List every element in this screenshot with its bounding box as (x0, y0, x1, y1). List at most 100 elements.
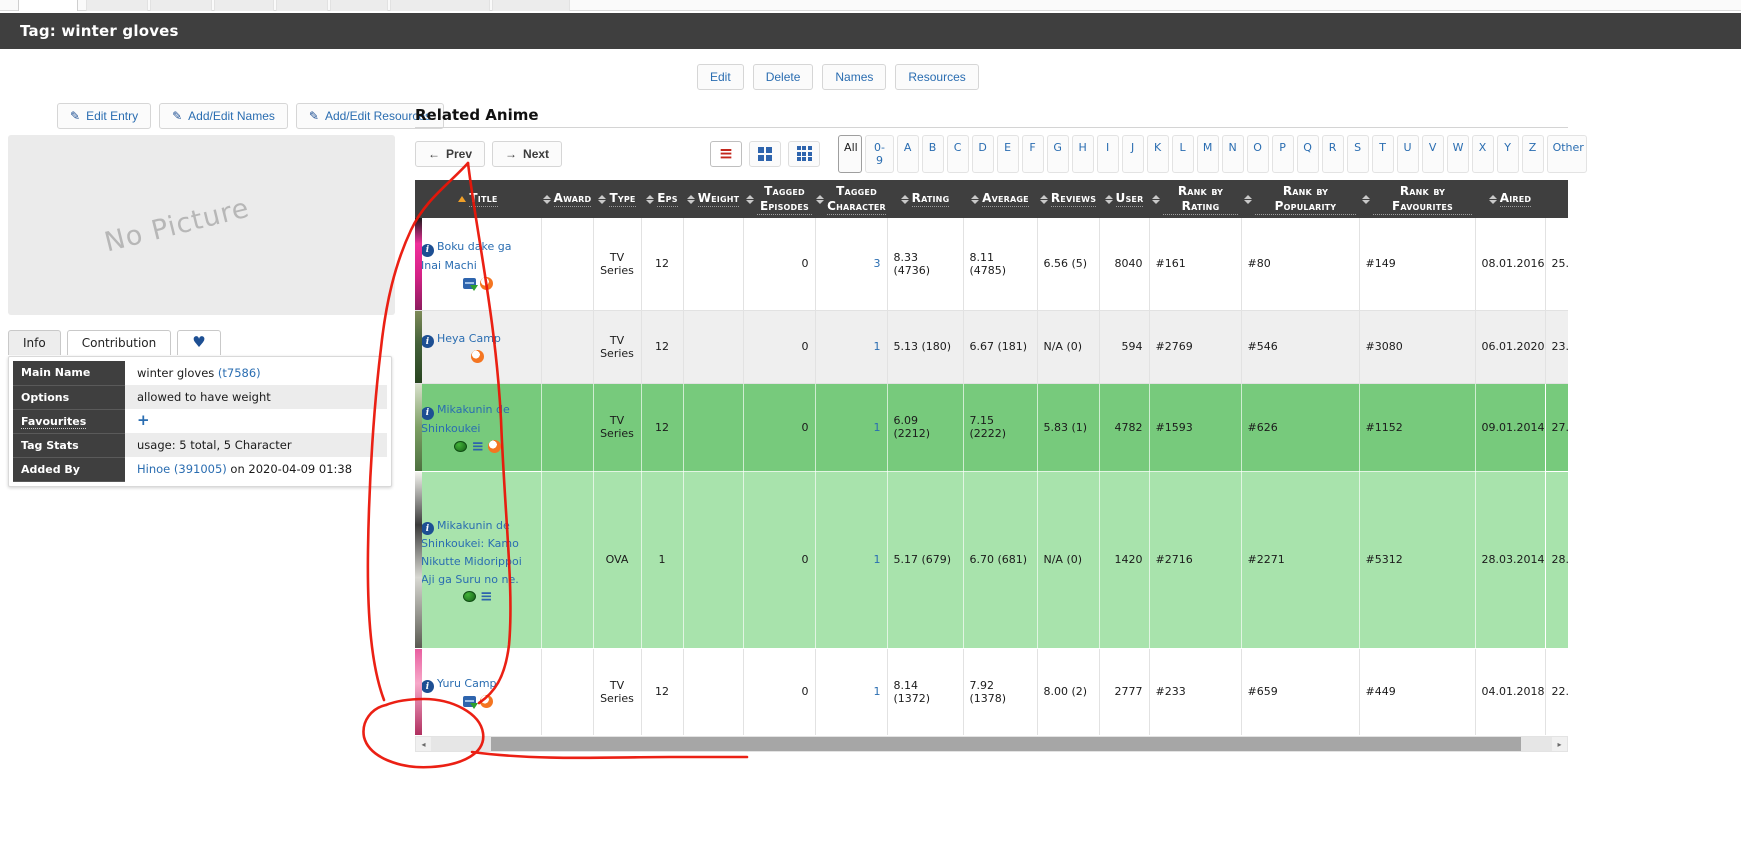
crunchyroll-icon[interactable] (479, 695, 493, 709)
filter-v[interactable]: V (1421, 134, 1444, 173)
filter-s[interactable]: S (1346, 134, 1369, 173)
col-type[interactable]: Type (593, 180, 641, 218)
tagged-character-link[interactable]: 1 (873, 340, 881, 353)
crunchyroll-icon[interactable] (471, 350, 485, 364)
tab-contribution[interactable]: Contribution (66, 330, 172, 355)
col-tagged-character[interactable]: Tagged Character (815, 180, 887, 218)
scrollbar-thumb[interactable] (491, 737, 1521, 751)
col-award[interactable]: Award (541, 180, 593, 218)
grid-view-button[interactable] (749, 140, 782, 167)
scroll-left-button[interactable]: ◂ (416, 737, 431, 751)
info-icon[interactable]: i (421, 522, 434, 536)
tagged-character-link[interactable]: 1 (873, 553, 881, 566)
edit-button[interactable]: Edit (697, 64, 744, 90)
status-ball-icon[interactable] (454, 440, 468, 452)
list-view-button[interactable]: ≡ (710, 140, 743, 167)
filter-0-9[interactable]: 0-9 (865, 134, 894, 173)
episode-list-icon[interactable]: ≡ (471, 436, 485, 455)
top-tab[interactable] (390, 0, 490, 11)
filter-k[interactable]: K (1146, 134, 1169, 173)
top-tab[interactable] (214, 0, 274, 11)
col-title[interactable]: Title (415, 180, 541, 218)
filter-f[interactable]: F (1021, 134, 1044, 173)
tab-info[interactable]: Info (8, 330, 61, 355)
info-icon[interactable]: i (421, 406, 434, 420)
mylist-icon[interactable] (462, 277, 478, 291)
filter-r[interactable]: R (1321, 134, 1344, 173)
info-icon[interactable]: i (421, 243, 434, 257)
info-icon[interactable]: i (421, 335, 434, 349)
tagged-character-link[interactable]: 1 (873, 685, 881, 698)
col-clipped[interactable] (1545, 180, 1568, 218)
col-weight[interactable]: Weight (683, 180, 743, 218)
filter-a[interactable]: A (896, 134, 919, 173)
col-aired[interactable]: Aired (1475, 180, 1545, 218)
filter-o[interactable]: O (1246, 134, 1269, 173)
add-edit-names-button[interactable]: ✎ Add/Edit Names (159, 103, 288, 129)
tab-favourites[interactable]: ♥ (177, 330, 221, 355)
filter-z[interactable]: Z (1521, 134, 1544, 173)
filter-l[interactable]: L (1171, 134, 1194, 173)
col-average[interactable]: Average (963, 180, 1037, 218)
top-tab[interactable] (150, 0, 212, 11)
user-link[interactable]: Hinoe (391005) (137, 462, 227, 476)
scroll-right-button[interactable]: ▸ (1552, 737, 1567, 751)
filter-all[interactable]: All (838, 134, 863, 173)
col-user[interactable]: User (1099, 180, 1149, 218)
tag-id-link[interactable]: (t7586) (217, 366, 261, 380)
col-rank-by-popularity[interactable]: Rank by Popularity (1241, 180, 1359, 218)
filter-j[interactable]: J (1121, 134, 1144, 173)
col-eps[interactable]: Eps (641, 180, 683, 218)
scrollbar-track[interactable] (431, 737, 1552, 751)
next-button[interactable]: → Next (492, 140, 563, 167)
filter-i[interactable]: I (1096, 134, 1119, 173)
top-tab[interactable] (276, 0, 328, 11)
top-tab[interactable] (86, 0, 148, 11)
anime-title-link[interactable]: Heya Camp (437, 331, 501, 345)
small-grid-view-button[interactable] (788, 140, 821, 167)
top-tab[interactable] (18, 0, 78, 11)
filter-q[interactable]: Q (1296, 134, 1319, 173)
horizontal-scrollbar[interactable]: ◂ ▸ (415, 736, 1568, 752)
episode-list-icon[interactable]: ≡ (479, 587, 493, 606)
filter-other[interactable]: Other (1546, 134, 1587, 173)
filter-x[interactable]: X (1471, 134, 1494, 173)
anime-title-link[interactable]: Yuru Camp (437, 676, 497, 690)
filter-c[interactable]: C (946, 134, 969, 173)
top-tab[interactable] (492, 0, 570, 11)
filter-w[interactable]: W (1446, 134, 1469, 173)
crunchyroll-icon[interactable] (488, 439, 502, 453)
filter-u[interactable]: U (1396, 134, 1419, 173)
filter-p[interactable]: P (1271, 134, 1294, 173)
edit-entry-button[interactable]: ✎ Edit Entry (57, 103, 152, 129)
anime-title-link[interactable]: Mikakunin de Shinkoukei: Kamo Nikutte Mi… (421, 518, 522, 587)
anime-title-link[interactable]: Boku dake ga Inai Machi (421, 240, 512, 272)
filter-t[interactable]: T (1371, 134, 1394, 173)
delete-button[interactable]: Delete (752, 64, 814, 90)
prev-button[interactable]: ← Prev (415, 140, 486, 167)
filter-h[interactable]: H (1071, 134, 1094, 173)
add-edit-resources-button[interactable]: ✎ Add/Edit Resources (295, 103, 444, 129)
filter-n[interactable]: N (1221, 134, 1244, 173)
anime-title-link[interactable]: Mikakunin de Shinkoukei (421, 403, 510, 435)
status-ball-icon[interactable] (462, 591, 476, 603)
col-rating[interactable]: Rating (887, 180, 963, 218)
names-button[interactable]: Names (822, 64, 887, 90)
top-tab[interactable] (330, 0, 388, 11)
crunchyroll-icon[interactable] (479, 276, 493, 290)
col-tagged-episodes[interactable]: Tagged Episodes (743, 180, 815, 218)
tagged-character-link[interactable]: 3 (873, 257, 881, 271)
filter-d[interactable]: D (971, 134, 994, 173)
mylist-icon[interactable] (462, 696, 478, 710)
filter-m[interactable]: M (1196, 134, 1219, 173)
info-icon[interactable]: i (421, 680, 434, 694)
filter-y[interactable]: Y (1496, 134, 1519, 173)
filter-e[interactable]: E (996, 134, 1019, 173)
col-rank-by-rating[interactable]: Rank by Rating (1149, 180, 1241, 218)
filter-b[interactable]: B (921, 134, 944, 173)
filter-g[interactable]: G (1046, 134, 1069, 173)
col-rank-by-favourites[interactable]: Rank by Favourites (1359, 180, 1475, 218)
add-favourite-button[interactable]: + (137, 411, 150, 429)
resources-button[interactable]: Resources (895, 64, 979, 90)
tagged-character-link[interactable]: 1 (873, 420, 881, 434)
